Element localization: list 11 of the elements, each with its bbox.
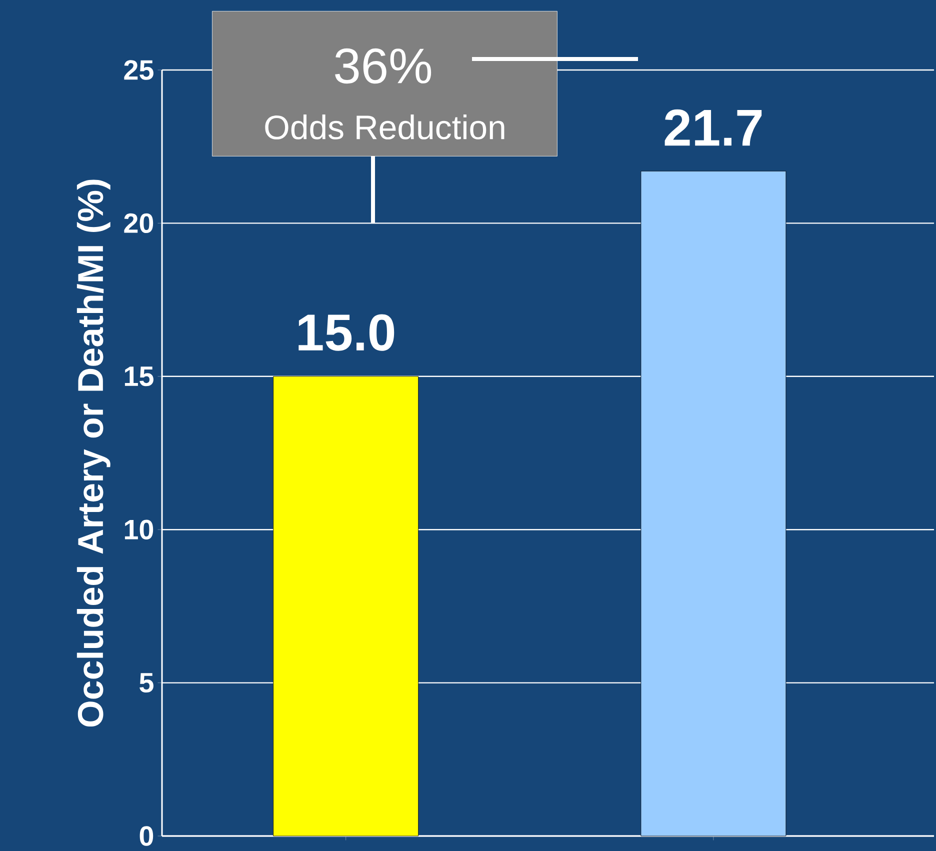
y-tick-label: 20 xyxy=(124,213,154,234)
y-tick-label: 5 xyxy=(140,673,154,693)
data-label: 15.0 xyxy=(298,314,394,351)
annotation: 36% xyxy=(335,48,432,84)
data-label: 21.7 xyxy=(664,109,762,146)
y-tick-label: 25 xyxy=(124,60,154,80)
y-tick-label: 15 xyxy=(124,366,154,386)
y-axis-title: Occluded Artery or Death/MI (%) xyxy=(76,180,110,727)
annotation: Odds Reduction xyxy=(265,114,504,140)
y-tick-label: 0 xyxy=(140,826,154,846)
y-tick-label: 10 xyxy=(124,520,154,540)
